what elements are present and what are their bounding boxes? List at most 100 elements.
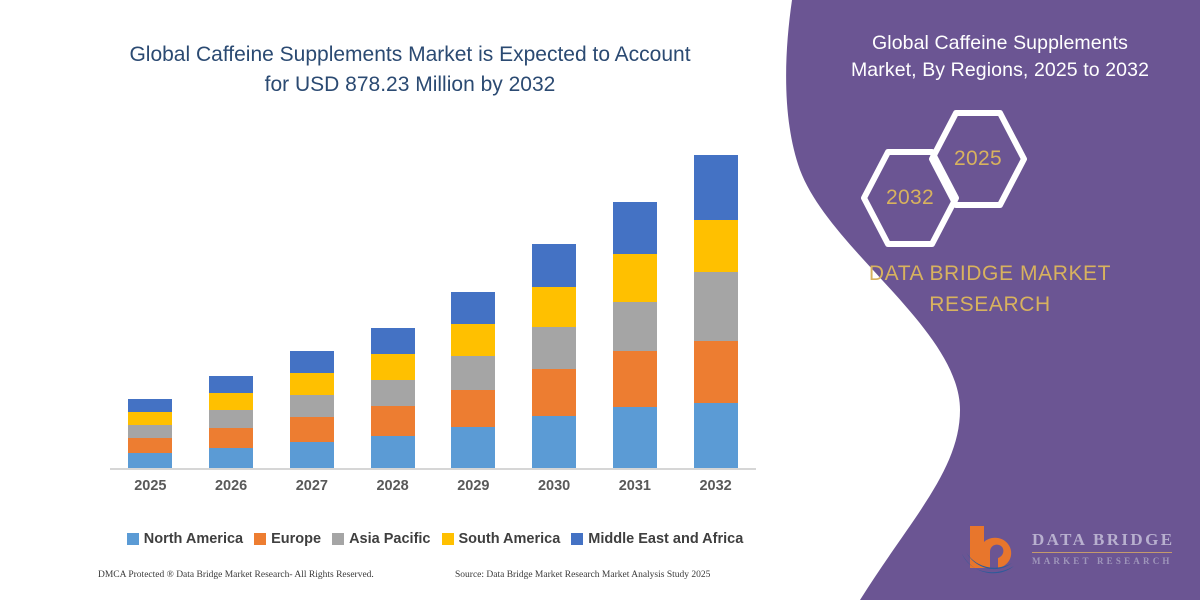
legend-label: Europe: [271, 531, 322, 547]
legend-label: North America: [143, 531, 244, 547]
bar-segment: [370, 380, 415, 407]
panel-title: Global Caffeine Supplements Market, By R…: [830, 30, 1170, 84]
bar-segment: [532, 327, 577, 370]
bar-segment: [451, 356, 496, 391]
bar-segment: [370, 328, 415, 355]
x-axis-label-2029: 2029: [457, 478, 490, 494]
bar-segment: [209, 376, 254, 394]
bar-segment: [128, 425, 173, 439]
bar-segment: [370, 406, 415, 437]
legend-item-south-america[interactable]: South America: [441, 531, 561, 547]
bar-segment: [451, 390, 496, 428]
bar-segment: [370, 354, 415, 381]
footer: DMCA Protected ® Data Bridge Market Rese…: [0, 566, 790, 588]
footer-source: Source: Data Bridge Market Research Mark…: [455, 570, 711, 580]
brand-name: DATA BRIDGE MARKET RESEARCH: [810, 258, 1170, 320]
x-axis-label-2031: 2031: [618, 478, 651, 494]
bar-2031: [612, 201, 657, 469]
hexagon-outline-icon: [929, 110, 1027, 208]
bar-segment: [693, 341, 738, 404]
legend-item-asia-pacific[interactable]: Asia Pacific: [332, 531, 431, 547]
bar-segment: [693, 155, 738, 220]
bar-segment: [289, 351, 334, 374]
panel-title-line-1: Global Caffeine Supplements: [872, 32, 1128, 54]
bar-segment: [289, 373, 334, 396]
legend-swatch-icon: [126, 533, 139, 545]
bar-segment: [532, 243, 577, 287]
panel-title-line-2: Market, By Regions, 2025 to 2032: [850, 59, 1150, 81]
hexagon-badge-start-year: 2025: [926, 107, 1030, 211]
brand-panel: Global Caffeine Supplements Market, By R…: [770, 0, 1200, 600]
page-title-line-2: for USD 878.23 Million by 2032: [264, 73, 556, 96]
legend-label: South America: [458, 531, 561, 547]
bar-segment: [128, 399, 173, 413]
bar-segment: [289, 395, 334, 418]
company-logo: DATA BRIDGE MARKET RESEARCH: [960, 522, 1190, 584]
bar-segment: [370, 436, 415, 469]
legend-swatch-icon: [441, 533, 454, 545]
hexagon-badge-end-year: 2032: [858, 146, 962, 250]
bar-segment: [612, 253, 657, 302]
bar-segment: [612, 301, 657, 352]
x-axis-label-2025: 2025: [134, 478, 167, 494]
bar-segment: [612, 201, 657, 254]
bar-segment: [612, 407, 657, 469]
bar-segment: [532, 369, 577, 417]
x-axis-label-2030: 2030: [537, 478, 571, 494]
x-axis-label-2027: 2027: [295, 478, 328, 494]
bar-segment: [289, 442, 334, 469]
bar-segment: [289, 417, 334, 443]
x-axis-label-2032: 2032: [699, 478, 732, 494]
page-title-line-1: Global Caffeine Supplements Market is Ex…: [129, 43, 691, 66]
bar-segment: [128, 438, 173, 454]
logo-wordmark: DATA BRIDGE MARKET RESEARCH: [1032, 530, 1174, 566]
legend-item-europe[interactable]: Europe: [254, 531, 321, 547]
brand-name-line-2: RESEARCH: [929, 293, 1051, 316]
logo-mark-icon: [962, 526, 1014, 574]
logo-primary-text: DATA BRIDGE: [1032, 530, 1175, 549]
bar-segment: [128, 453, 173, 469]
x-axis-label-2028: 2028: [376, 478, 409, 494]
bar-segment: [612, 351, 657, 408]
hexagon-end-year-label: 2032: [886, 186, 934, 209]
legend-label: Middle East and Africa: [588, 531, 744, 547]
bar-2029: [451, 291, 496, 469]
legend-label: Asia Pacific: [349, 531, 431, 547]
bar-2026: [209, 376, 254, 469]
bar-segment: [532, 286, 577, 328]
bar-segment: [209, 393, 254, 411]
bar-segment: [532, 416, 577, 469]
bar-2030: [532, 243, 577, 469]
logo-divider: [1032, 552, 1172, 553]
hexagon-outline-icon: [861, 149, 959, 247]
bar-segment: [209, 448, 254, 469]
x-axis-tick-labels: 2025 2026 2027 2028 2029 2030 2031 2032: [110, 478, 756, 502]
bar-2027: [289, 351, 334, 469]
legend-item-middle-east-and-africa[interactable]: Middle East and Africa: [571, 531, 743, 547]
bar-segment: [128, 412, 173, 426]
bar-segment: [451, 324, 496, 357]
x-axis-line: [110, 468, 756, 470]
logo-secondary-text: MARKET RESEARCH: [1032, 556, 1173, 566]
bar-segment: [451, 291, 496, 325]
bar-segment: [693, 219, 738, 272]
legend-swatch-icon: [571, 533, 584, 545]
stacked-bar-chart-plot-area: [110, 140, 756, 469]
x-axis-label-2026: 2026: [214, 478, 248, 494]
page-title: Global Caffeine Supplements Market is Ex…: [110, 40, 710, 100]
bar-segment: [693, 403, 738, 469]
bar-2032: [693, 155, 738, 469]
bar-segment: [209, 410, 254, 429]
legend-item-north-america[interactable]: North America: [126, 531, 244, 547]
hexagon-start-year-label: 2025: [954, 147, 1002, 170]
legend-swatch-icon: [254, 533, 267, 545]
bar-segment: [209, 428, 254, 449]
bar-2028: [370, 328, 415, 469]
bar-segment: [451, 427, 496, 469]
chart-legend: North America Europe Asia Pacific South Ame…: [110, 531, 760, 547]
legend-swatch-icon: [332, 533, 345, 545]
bar-2025: [128, 399, 173, 469]
brand-name-line-1: DATA BRIDGE MARKET: [868, 262, 1112, 285]
bar-segment: [693, 271, 738, 342]
footer-copyright: DMCA Protected ® Data Bridge Market Rese…: [98, 570, 374, 580]
